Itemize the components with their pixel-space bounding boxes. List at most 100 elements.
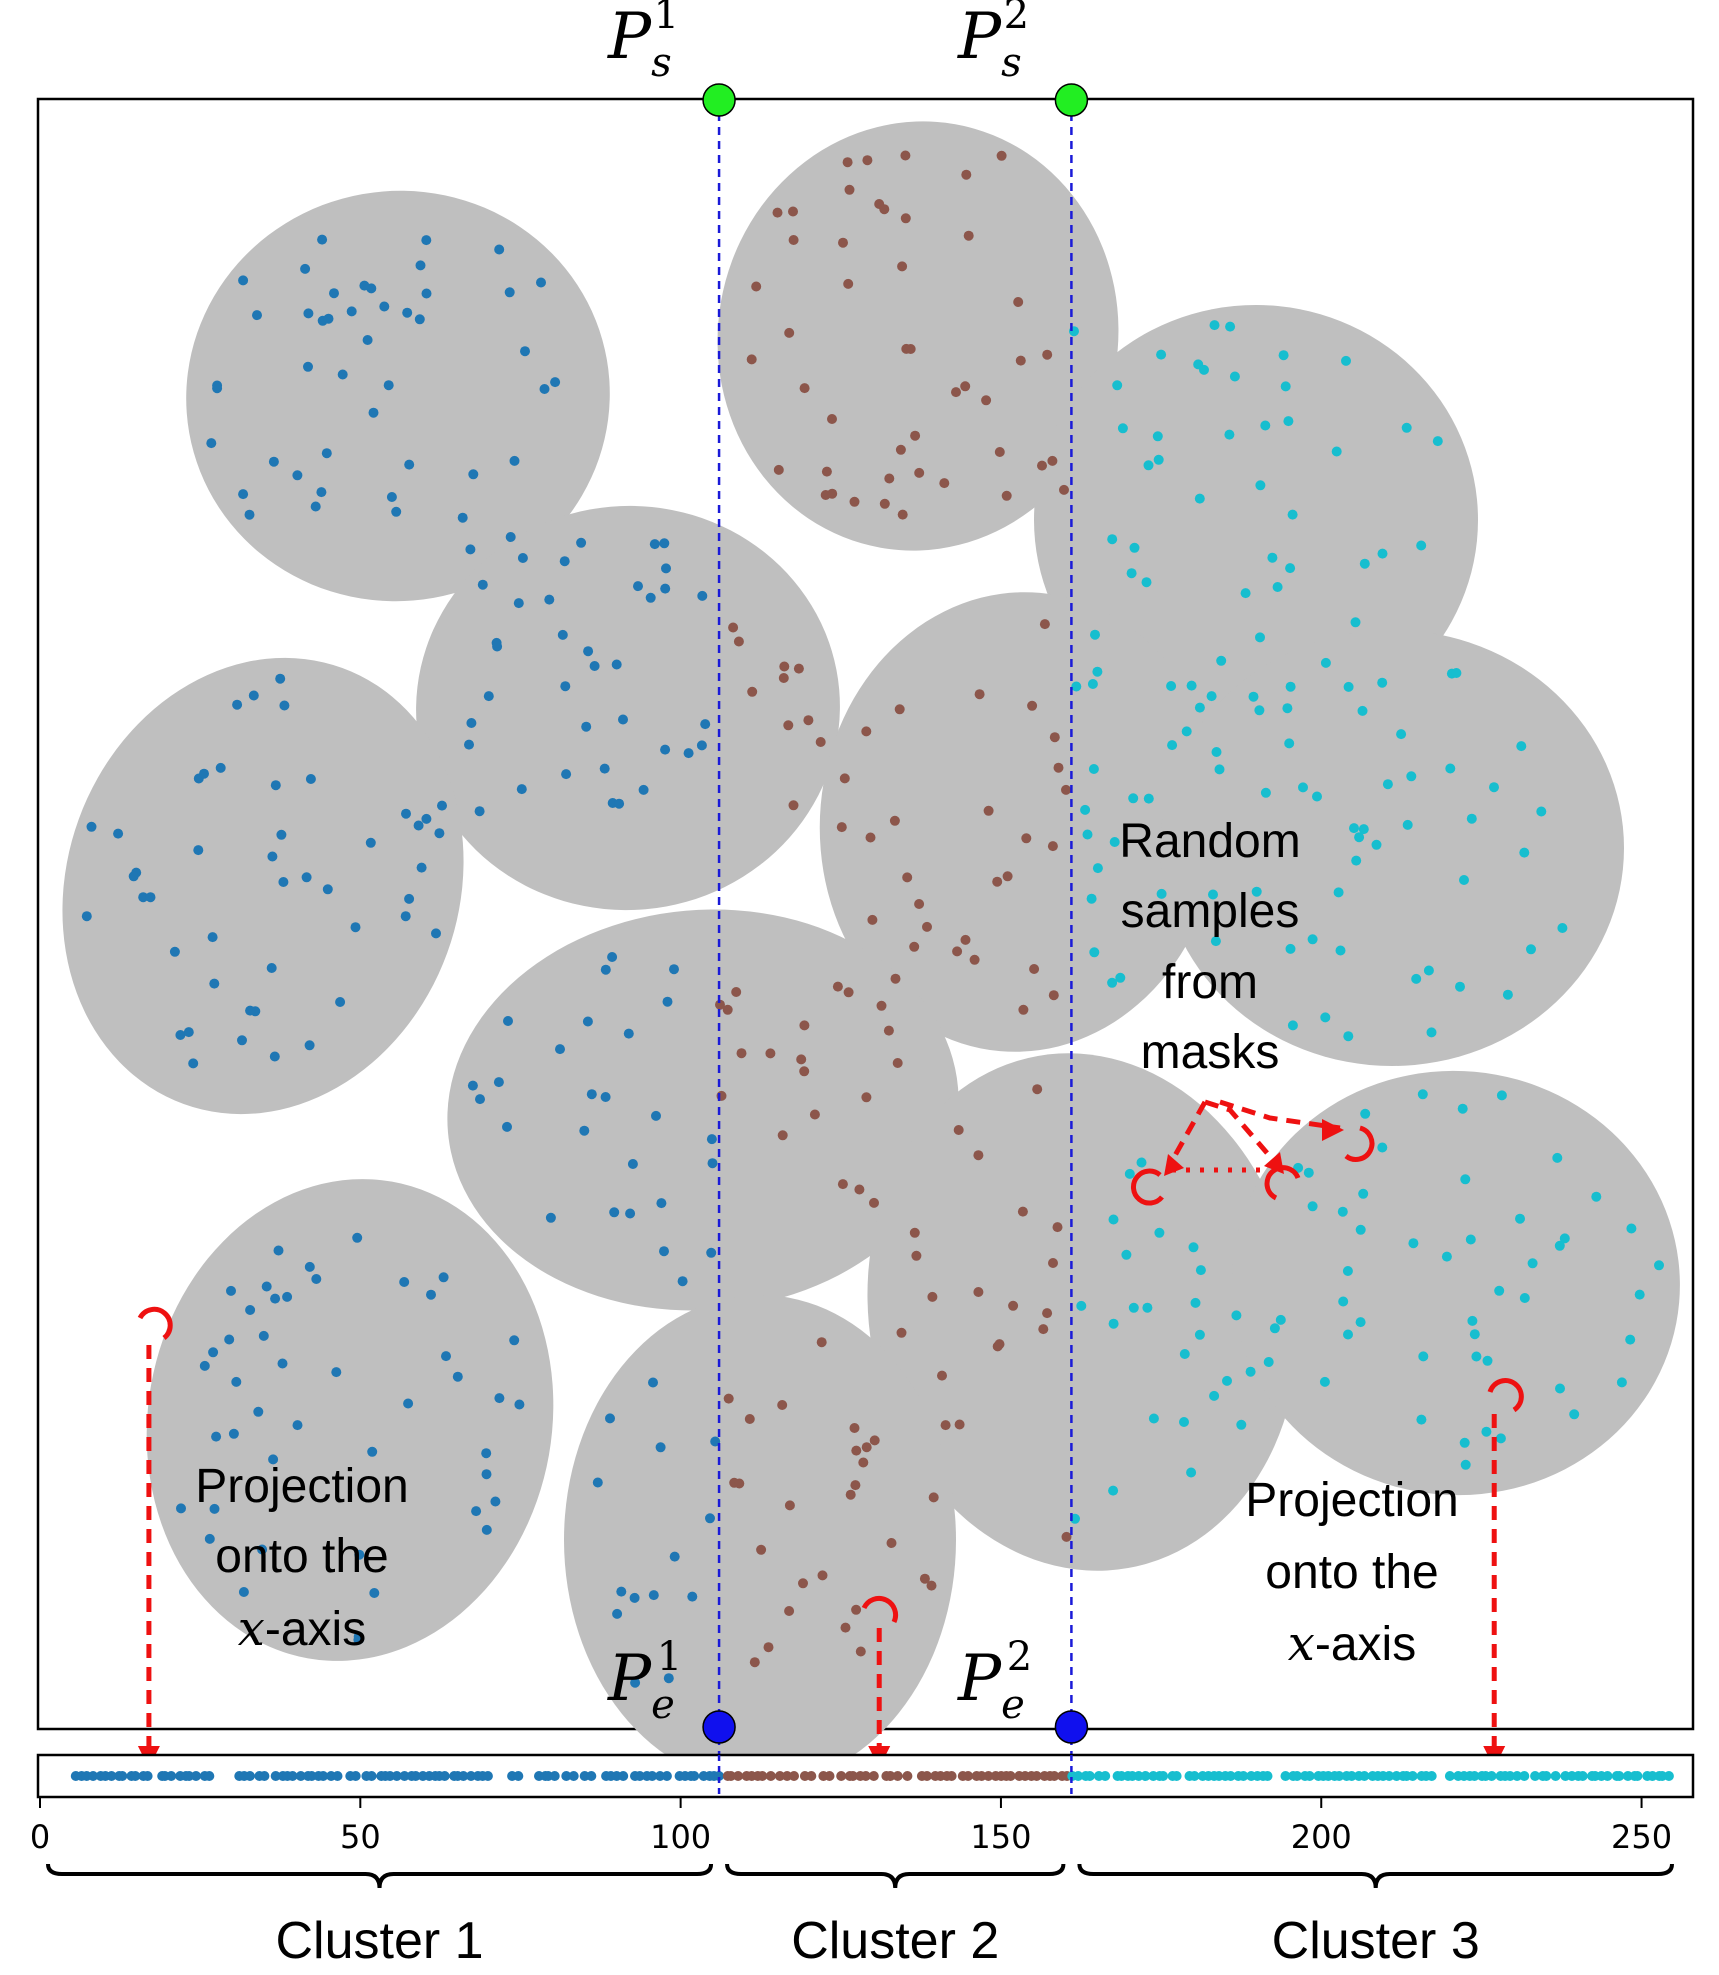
sample-point [282,1291,293,1302]
sample-point [1049,732,1060,743]
sample-point [304,1040,315,1051]
sample-point [798,1578,808,1589]
sample-point [651,1110,661,1121]
sample-point [1272,582,1283,592]
sample-point [1283,416,1294,427]
random-samples-label: Random samples from masks [1119,815,1300,1079]
cell-mask-7 [62,657,464,1115]
sample-point [1343,1031,1354,1042]
sample-point [193,845,204,856]
sample-point [638,784,649,795]
sample-point [228,1428,239,1439]
sample-point [837,1179,848,1190]
sample-point [1269,1323,1280,1334]
sample-point [1516,741,1527,752]
cluster-labels: Cluster 1 Cluster 2 Cluster 3 [275,1912,1479,1970]
sample-point [974,689,985,700]
sample-point [1209,320,1220,331]
sample-point [715,999,725,1010]
sample-point [1042,349,1053,360]
sample-point [323,313,334,324]
sample-point [777,1400,788,1410]
sample-point [1255,632,1265,643]
sample-point [81,911,92,922]
sample-point [1616,1377,1627,1388]
sample-point [1211,747,1222,757]
sample-point [517,553,528,563]
sample-point [516,784,527,795]
sample-point [481,1448,492,1459]
sample-point [845,1489,856,1500]
sample-point [401,808,411,819]
sample-point [331,1367,342,1378]
sample-point [466,718,477,728]
sample-point [1467,1315,1478,1326]
sample-point [605,1413,615,1424]
sample-point [803,715,814,726]
sample-point [431,928,441,939]
sample-point [368,407,379,418]
sample-point [973,1287,984,1297]
sample-point [238,489,249,500]
sample-point [1351,855,1362,866]
sample-point [839,773,850,784]
projected-point [824,1771,835,1781]
sample-point [705,1513,715,1524]
sample-point [128,871,139,882]
sample-point [335,997,346,1007]
projected-points [70,1771,1674,1781]
sample-point [1502,989,1513,1000]
projected-point [963,1771,974,1781]
sample-point [1048,990,1059,1001]
sample-point [1222,1375,1232,1386]
sample-point [983,805,994,816]
projected-point [204,1771,215,1781]
sample-points [81,150,1664,1688]
projected-point [458,1771,469,1781]
sample-point [1047,455,1058,466]
sample-point [996,150,1007,161]
sample-point [188,1058,199,1069]
sample-point [1231,1310,1242,1321]
projected-point [1262,1771,1273,1781]
sample-point [261,1281,272,1292]
cell-mask-11 [146,1179,554,1661]
projected-point [1426,1771,1437,1781]
projected-point [399,1771,410,1781]
projected-point [1158,1771,1169,1781]
projected-point [860,1771,871,1781]
sample-point [1445,763,1456,774]
sample-point [1416,540,1427,551]
sample-point [304,1261,315,1272]
projected-point [806,1771,817,1781]
projected-point [661,1771,672,1781]
sample-point [734,1478,745,1489]
sample-point [1494,1285,1505,1296]
sample-point [1402,819,1413,830]
sample-point [911,1250,922,1261]
projected-point [1505,1771,1516,1781]
sample-point [1260,787,1271,798]
sample-arrow-1 [1165,1100,1208,1170]
end-point-1 [702,1710,736,1744]
sample-point [1280,381,1291,392]
sample-point [1112,380,1123,391]
sample-point [353,1631,364,1642]
sample-point [661,563,671,574]
sample-point [86,821,97,832]
sample-point [1167,740,1178,751]
sample-point [113,828,124,839]
projected-point [350,1771,361,1781]
sample-point [816,1337,827,1348]
projected-point [1171,1771,1182,1781]
sample-point [1358,1188,1369,1199]
sample-point [838,237,848,248]
sample-arrow-3 [1219,1099,1341,1131]
sample-point [731,987,742,997]
sample-point [311,1274,322,1284]
projected-point [1550,1771,1561,1781]
highlight-arc-1 [1130,1168,1164,1206]
sample-point [973,1150,984,1161]
sample-point [550,377,561,388]
projected-point [1632,1771,1643,1781]
